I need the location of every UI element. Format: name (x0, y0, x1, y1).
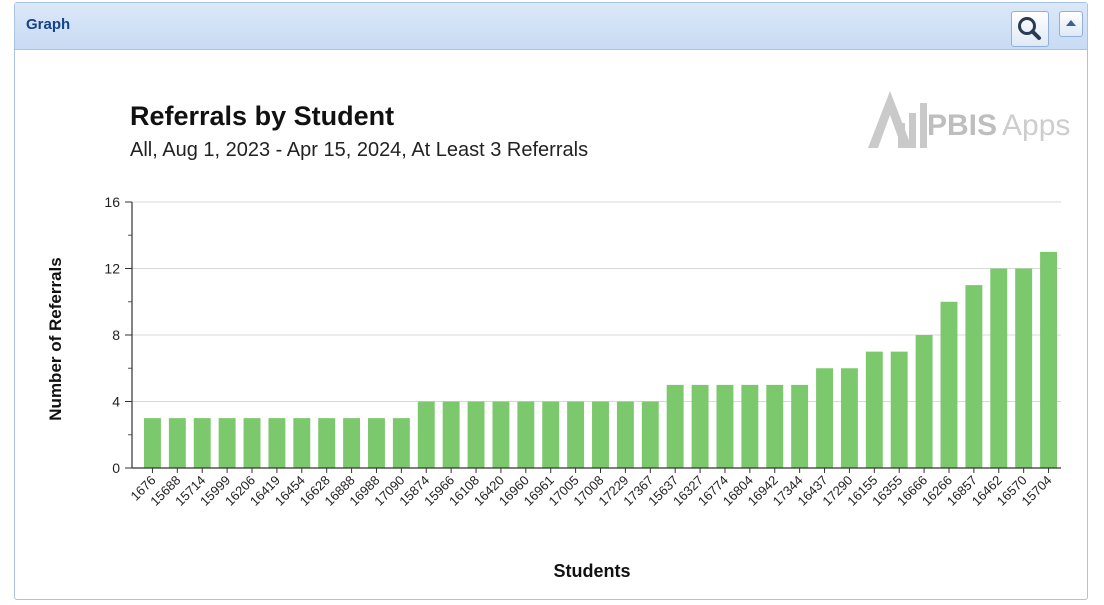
bar (616, 401, 634, 468)
bar (691, 384, 709, 468)
plot-area: 0481216167615688157141599916206164191645… (104, 194, 1061, 509)
bar (168, 418, 186, 468)
bar (741, 384, 759, 468)
y-tick-label: 12 (104, 261, 120, 277)
pbis-apps-logo: PBIS Apps (868, 91, 1070, 148)
y-tick-label: 0 (112, 460, 120, 476)
y-axis-label: Number of Referrals (46, 257, 65, 420)
bar (592, 401, 609, 468)
bar (865, 351, 883, 468)
collapse-button[interactable] (1059, 11, 1083, 37)
graph-panel: Graph Referrals by Student All, Aug 1, 2… (14, 2, 1088, 600)
y-tick-label: 4 (112, 394, 120, 410)
bar (343, 418, 361, 468)
bar (417, 401, 435, 468)
y-tick-label: 16 (104, 194, 120, 210)
collapse-up-icon (1066, 20, 1076, 26)
y-tick-label: 8 (112, 327, 120, 343)
bar (716, 384, 734, 468)
magnifier-icon (1018, 17, 1041, 40)
panel-header: Graph (15, 3, 1087, 50)
bar (965, 285, 983, 468)
bar (392, 418, 410, 468)
bar (567, 401, 585, 468)
bar (193, 418, 211, 468)
chart-subtitle: All, Aug 1, 2023 - Apr 15, 2024, At Leas… (130, 139, 588, 161)
bar (990, 268, 1008, 468)
bar (542, 401, 560, 468)
bar (268, 418, 286, 468)
logo-text-bold: PBIS (927, 109, 997, 142)
bar (766, 384, 784, 468)
logo-text-light: Apps (1002, 109, 1070, 142)
x-axis-label: Students (553, 561, 630, 581)
bar (915, 335, 933, 468)
referrals-bar-chart: Referrals by Student All, Aug 1, 2023 - … (46, 91, 1070, 581)
bar (368, 418, 385, 468)
bar (143, 418, 161, 468)
bar (890, 351, 908, 468)
chart-title: Referrals by Student (130, 101, 394, 131)
bar (318, 418, 336, 468)
bar (641, 401, 659, 468)
bar (1015, 268, 1033, 468)
bar (218, 418, 236, 468)
search-button[interactable] (1011, 11, 1049, 47)
bar (1040, 251, 1058, 468)
bar (940, 301, 958, 468)
panel-title: Graph (26, 16, 71, 33)
bar (517, 401, 535, 468)
bar (442, 401, 460, 468)
bar (467, 401, 485, 468)
bar (666, 384, 684, 468)
bar (243, 418, 261, 468)
bar (816, 368, 833, 468)
bar (293, 418, 311, 468)
bar (492, 401, 510, 468)
bar (791, 384, 809, 468)
bar (840, 368, 858, 468)
